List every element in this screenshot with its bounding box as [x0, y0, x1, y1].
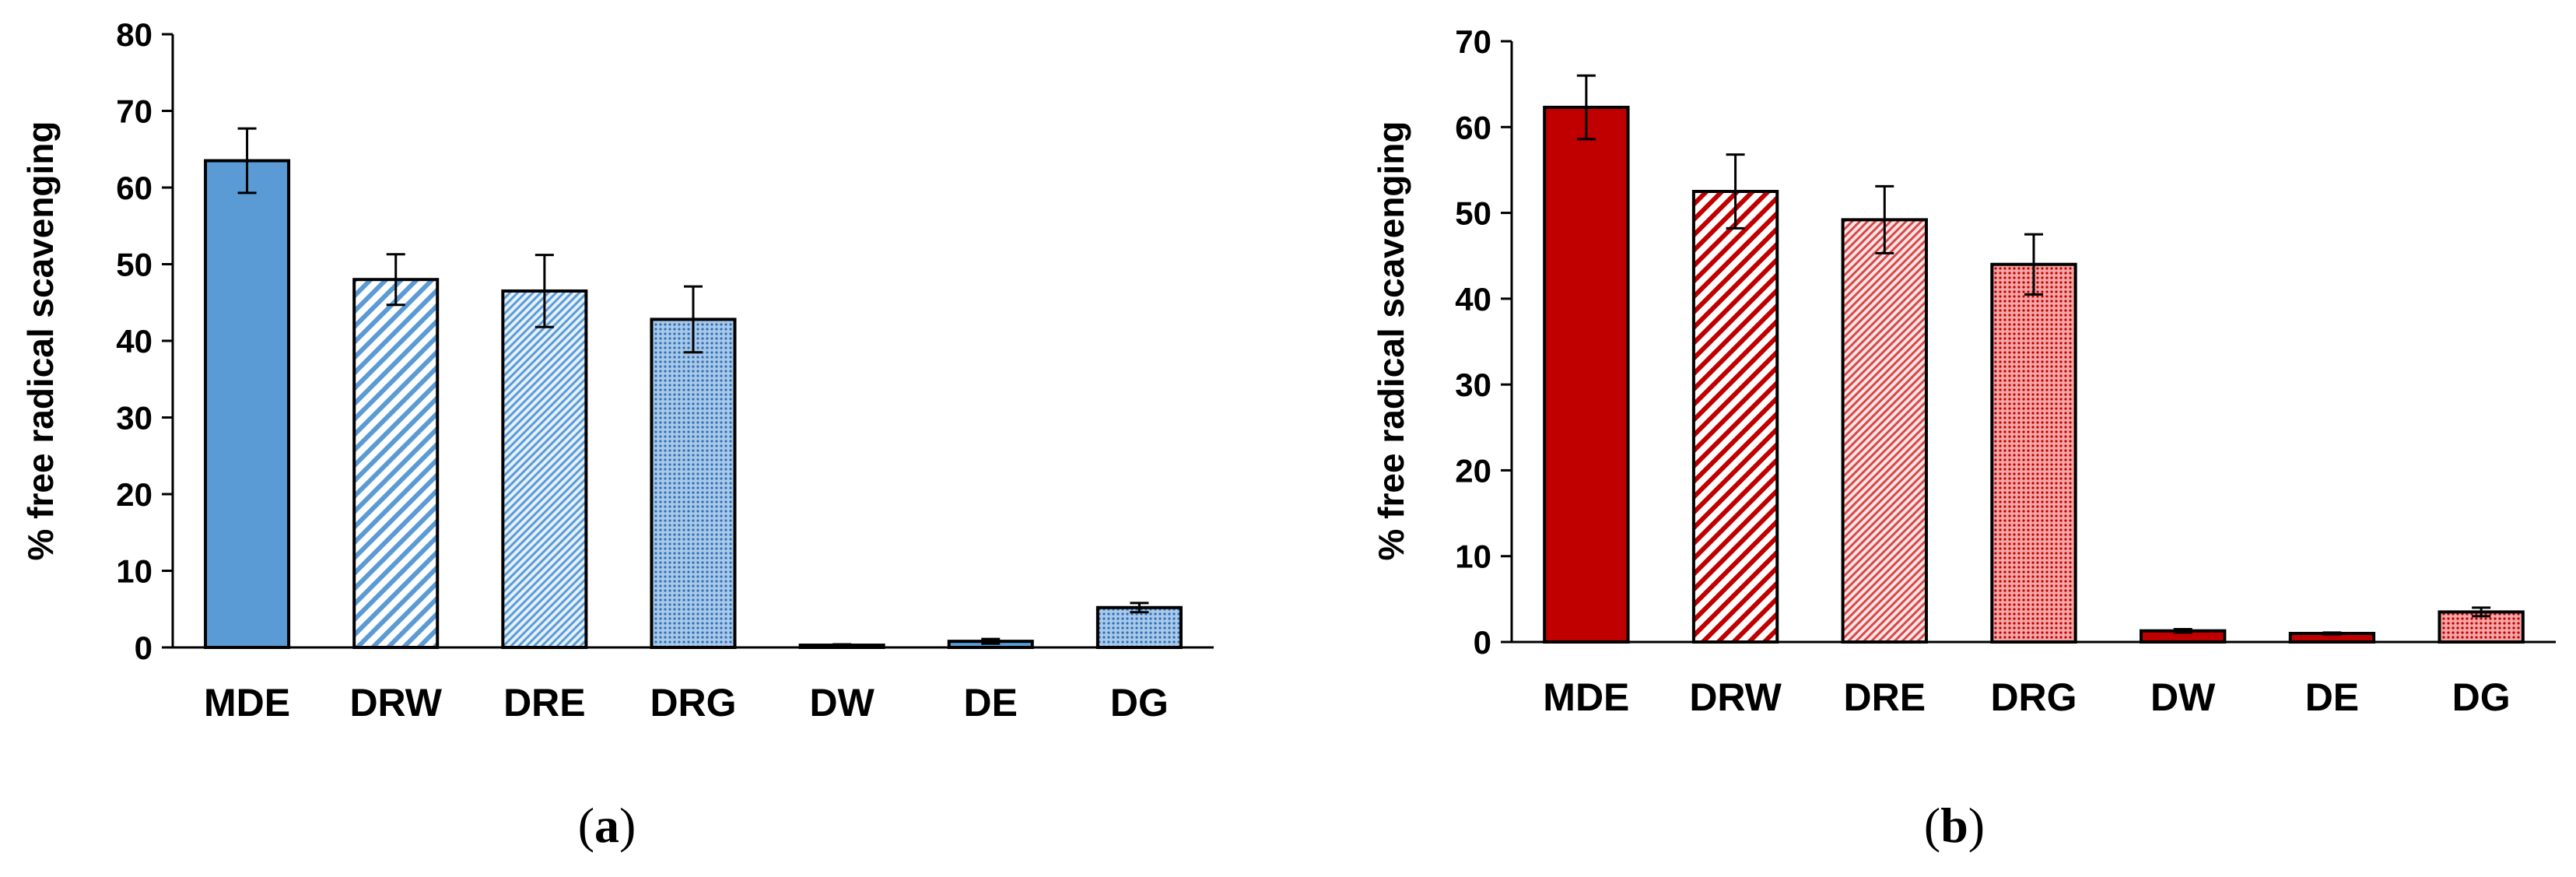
bar-drw	[352, 278, 440, 649]
chart-panel-a: 0 10 20 30 40 50 60 70 80 % free radical scavengi…	[20, 16, 1214, 853]
panel-label-letter: b	[1940, 798, 1968, 853]
y-tick-label: 10	[1455, 538, 1491, 575]
error-bar-drw	[1726, 153, 1745, 230]
y-tick-label: 30	[1455, 367, 1491, 403]
x-tick-label-dg: DG	[2452, 675, 2511, 719]
error-bar-dre	[1875, 184, 1894, 254]
error-bar-drw	[386, 253, 405, 307]
y-tick-label: 40	[1455, 281, 1491, 317]
y-tick-label: 50	[116, 247, 152, 283]
y-tick-label: 70	[1455, 23, 1491, 60]
y-tick-label: 0	[135, 630, 152, 666]
x-tick-label-de: DE	[2305, 675, 2359, 719]
y-tick-label: 10	[116, 553, 152, 590]
x-tick-label-drw: DRW	[349, 681, 442, 724]
x-tick-label-drg: DRG	[650, 681, 736, 724]
panel-label: (a)	[578, 798, 636, 853]
panel-label-open: (	[578, 798, 594, 853]
x-tick-label-mde: MDE	[1543, 675, 1629, 719]
x-tick-label-dre: DRE	[1843, 675, 1926, 719]
bar-drg	[650, 317, 737, 649]
y-tick-label: 0	[1474, 624, 1491, 661]
x-tick-label-dw: DW	[809, 681, 874, 724]
error-bar-dre	[534, 254, 554, 328]
error-bar-dg	[1130, 602, 1149, 614]
error-bar-de	[981, 637, 1001, 645]
y-tick-label: 60	[1455, 109, 1491, 146]
bar-dre	[1841, 218, 1928, 644]
panel-label-letter: a	[594, 798, 619, 853]
bar-drw	[1691, 190, 1779, 644]
error-bar-dw	[832, 643, 852, 647]
y-tick-label: 30	[116, 400, 152, 437]
error-bar-dw	[2173, 627, 2192, 634]
x-tick-label-drg: DRG	[1990, 675, 2077, 719]
x-tick-label-dw: DW	[2150, 675, 2216, 719]
x-tick-label-mde: MDE	[204, 681, 290, 724]
bar-mde	[204, 159, 291, 649]
y-axis-label: % free radical scavenging	[20, 121, 61, 560]
x-tick-label-dg: DG	[1110, 681, 1169, 724]
bar-dg	[1095, 605, 1183, 650]
error-bar-mde	[237, 127, 257, 195]
y-tick-label: 50	[1455, 195, 1491, 232]
chart-panel-b: 0 10 20 30 40 50 60 70 % free radical scavenging…	[1371, 23, 2556, 853]
panel-label-close: )	[1968, 798, 1985, 853]
panel-label-open: (	[1924, 798, 1940, 853]
bar-dre	[501, 289, 588, 649]
x-tick-label-de: DE	[964, 681, 1018, 724]
error-bar-de	[2322, 631, 2342, 636]
y-tick-label: 80	[116, 16, 152, 53]
bar-mde	[1543, 105, 1630, 644]
error-bar-mde	[1576, 74, 1596, 141]
x-tick-label-drw: DRW	[1689, 675, 1782, 719]
error-bar-drg	[2024, 233, 2043, 296]
y-tick-label: 70	[116, 93, 152, 130]
error-bar-dg	[2472, 606, 2491, 618]
panel-label-close: )	[619, 798, 636, 853]
error-bar-drg	[684, 285, 703, 354]
y-tick-label: 40	[116, 323, 152, 360]
y-tick-label: 20	[116, 476, 152, 513]
y-axis-label: % free radical scavenging	[1371, 121, 1411, 560]
x-tick-label-dre: DRE	[503, 681, 586, 724]
y-tick-label: 60	[116, 170, 152, 206]
panel-label: (b)	[1924, 798, 1985, 853]
bar-drg	[1990, 262, 2077, 644]
y-tick-label: 20	[1455, 452, 1491, 489]
